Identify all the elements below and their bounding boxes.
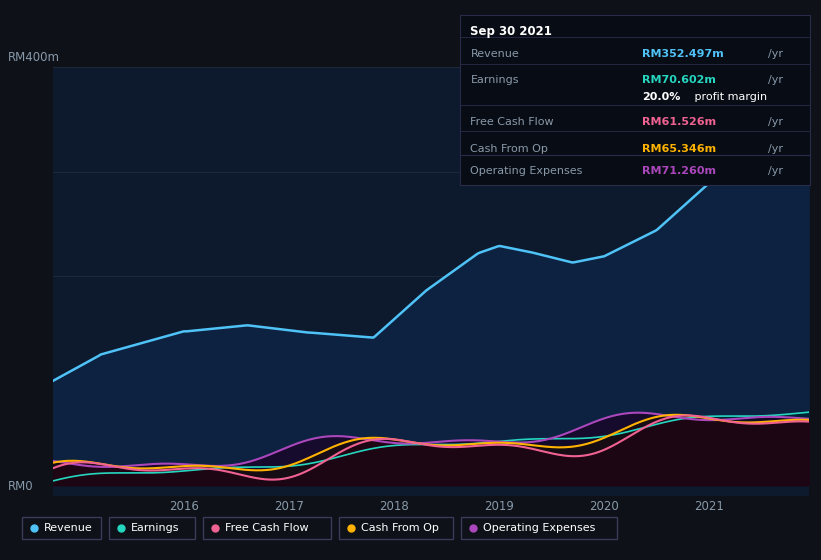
Text: Operating Expenses: Operating Expenses xyxy=(483,523,595,533)
Text: RM71.260m: RM71.260m xyxy=(642,166,716,175)
Text: RM70.602m: RM70.602m xyxy=(642,75,716,85)
Bar xyxy=(109,517,195,539)
Text: Cash From Op: Cash From Op xyxy=(361,523,439,533)
Text: Sep 30 2021: Sep 30 2021 xyxy=(470,25,553,38)
Text: Operating Expenses: Operating Expenses xyxy=(470,166,583,175)
Text: /yr: /yr xyxy=(768,117,783,127)
Text: RM61.526m: RM61.526m xyxy=(642,117,716,127)
Text: /yr: /yr xyxy=(768,144,783,154)
Bar xyxy=(339,517,453,539)
Text: 20.0%: 20.0% xyxy=(642,92,681,102)
Text: RM0: RM0 xyxy=(8,480,34,493)
Text: Cash From Op: Cash From Op xyxy=(470,144,548,154)
Bar xyxy=(461,517,617,539)
Text: RM352.497m: RM352.497m xyxy=(642,49,724,59)
Text: Free Cash Flow: Free Cash Flow xyxy=(470,117,554,127)
Text: /yr: /yr xyxy=(768,49,783,59)
Text: Earnings: Earnings xyxy=(131,523,180,533)
Text: Revenue: Revenue xyxy=(44,523,93,533)
Text: Free Cash Flow: Free Cash Flow xyxy=(225,523,309,533)
Text: RM65.346m: RM65.346m xyxy=(642,144,716,154)
Text: RM400m: RM400m xyxy=(8,52,60,64)
Bar xyxy=(22,517,101,539)
Text: profit margin: profit margin xyxy=(691,92,767,102)
Text: /yr: /yr xyxy=(768,75,783,85)
Text: /yr: /yr xyxy=(768,166,783,175)
Text: Earnings: Earnings xyxy=(470,75,519,85)
Text: Revenue: Revenue xyxy=(470,49,519,59)
Bar xyxy=(203,517,331,539)
